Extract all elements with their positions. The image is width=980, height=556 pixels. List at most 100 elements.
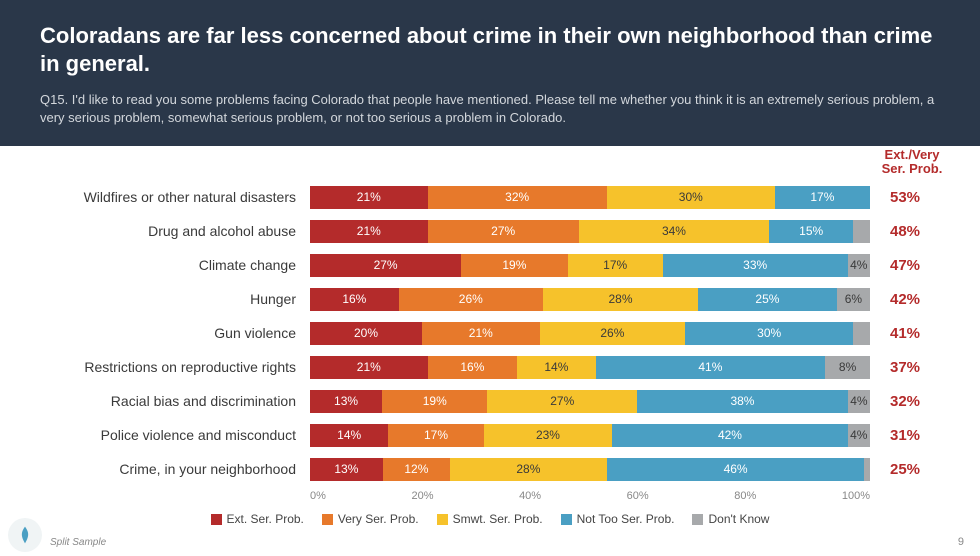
slide-title: Coloradans are far less concerned about … <box>40 22 940 77</box>
legend-item: Smwt. Ser. Prob. <box>437 512 543 526</box>
bar-segment-nottoo: 30% <box>685 322 853 345</box>
bar-segment-nottoo: 38% <box>637 390 848 413</box>
row-label: Drug and alcohol abuse <box>40 223 310 239</box>
bar-segment-ext: 21% <box>310 356 428 379</box>
legend-label: Don't Know <box>708 512 769 526</box>
legend-item: Not Too Ser. Prob. <box>561 512 675 526</box>
bar-segment-dk: 4% <box>848 424 870 447</box>
bar-segment-smwt: 26% <box>540 322 686 345</box>
row-label: Police violence and misconduct <box>40 427 310 443</box>
row-summary: 25% <box>870 461 940 478</box>
bar-segment-very: 32% <box>428 186 607 209</box>
chart-row: Racial bias and discrimination13%19%27%3… <box>40 384 940 418</box>
axis-tick: 80% <box>734 490 756 502</box>
bar-segment-ext: 13% <box>310 458 383 481</box>
bar-segment-nottoo: 25% <box>698 288 837 311</box>
legend-swatch <box>322 514 333 525</box>
bar-track: 16%26%28%25%6% <box>310 288 870 311</box>
chart-row: Climate change27%19%17%33%4%47% <box>40 248 940 282</box>
legend-label: Very Ser. Prob. <box>338 512 419 526</box>
bar-segment-dk: 4% <box>848 254 870 277</box>
bar-segment-nottoo: 15% <box>769 220 853 243</box>
legend-label: Smwt. Ser. Prob. <box>453 512 543 526</box>
bar-segment-nottoo: 46% <box>607 458 865 481</box>
chart-row: Wildfires or other natural disasters21%3… <box>40 180 940 214</box>
page-number: 9 <box>958 536 964 548</box>
legend: Ext. Ser. Prob. Very Ser. Prob. Smwt. Ser.… <box>40 512 940 526</box>
chart-row: Drug and alcohol abuse21%27%34%15%48% <box>40 214 940 248</box>
row-summary: 48% <box>870 223 940 240</box>
bar-segment-ext: 21% <box>310 220 428 243</box>
bar-segment-very: 16% <box>428 356 518 379</box>
bar-segment-nottoo: 41% <box>596 356 826 379</box>
bar-segment-ext: 20% <box>310 322 422 345</box>
bar-track: 13%19%27%38%4% <box>310 390 870 413</box>
legend-item: Don't Know <box>692 512 769 526</box>
axis-tick: 20% <box>411 490 433 502</box>
bar-segment-dk: 6% <box>837 288 870 311</box>
chart-row: Restrictions on reproductive rights21%16… <box>40 350 940 384</box>
bar-segment-dk <box>853 322 870 345</box>
bar-segment-nottoo: 33% <box>663 254 848 277</box>
bar-segment-ext: 27% <box>310 254 461 277</box>
bar-segment-very: 26% <box>399 288 543 311</box>
chart-row: Gun violence20%21%26%30% 41% <box>40 316 940 350</box>
bar-segment-nottoo: 17% <box>775 186 870 209</box>
row-summary: 42% <box>870 291 940 308</box>
bar-segment-smwt: 23% <box>484 424 613 447</box>
x-axis: 0% 20% 40% 60% 80% 100% <box>40 490 940 502</box>
legend-swatch <box>211 514 222 525</box>
bar-track: 21%27%34%15% <box>310 220 870 243</box>
bar-segment-ext: 16% <box>310 288 399 311</box>
bar-segment-nottoo: 42% <box>612 424 847 447</box>
legend-swatch <box>561 514 572 525</box>
row-summary: 47% <box>870 257 940 274</box>
chart-row: Crime, in your neighborhood13%12%28%46% 2… <box>40 452 940 486</box>
row-label: Hunger <box>40 291 310 307</box>
row-summary: 41% <box>870 325 940 342</box>
chart-row: Hunger16%26%28%25%6%42% <box>40 282 940 316</box>
bar-track: 14%17%23%42%4% <box>310 424 870 447</box>
summary-column-header: Ext./Very Ser. Prob. <box>872 148 952 177</box>
legend-label: Not Too Ser. Prob. <box>577 512 675 526</box>
bar-segment-very: 21% <box>422 322 540 345</box>
bar-segment-smwt: 17% <box>568 254 663 277</box>
bar-segment-very: 12% <box>383 458 450 481</box>
row-summary: 37% <box>870 359 940 376</box>
logo <box>8 518 42 552</box>
bar-segment-ext: 13% <box>310 390 382 413</box>
bar-track: 21%16%14%41%8% <box>310 356 870 379</box>
row-label: Gun violence <box>40 325 310 341</box>
bar-track: 21%32%30%17% <box>310 186 870 209</box>
bar-segment-very: 17% <box>388 424 483 447</box>
legend-swatch <box>692 514 703 525</box>
row-label: Crime, in your neighborhood <box>40 461 310 477</box>
bar-segment-smwt: 34% <box>579 220 769 243</box>
axis-tick: 60% <box>627 490 649 502</box>
row-label: Restrictions on reproductive rights <box>40 359 310 375</box>
axis-tick: 40% <box>519 490 541 502</box>
bar-segment-smwt: 30% <box>607 186 775 209</box>
row-summary: 31% <box>870 427 940 444</box>
bar-segment-dk <box>853 220 870 243</box>
chart-row: Police violence and misconduct14%17%23%4… <box>40 418 940 452</box>
chart-area: Ext./Very Ser. Prob. Wildfires or other … <box>0 146 980 526</box>
slide-subtitle: Q15. I'd like to read you some problems … <box>40 91 940 126</box>
row-label: Wildfires or other natural disasters <box>40 189 310 205</box>
legend-item: Very Ser. Prob. <box>322 512 419 526</box>
legend-label: Ext. Ser. Prob. <box>227 512 304 526</box>
axis-tick: 0% <box>310 490 326 502</box>
bar-segment-dk: 8% <box>825 356 870 379</box>
row-summary: 32% <box>870 393 940 410</box>
bar-segment-smwt: 14% <box>517 356 595 379</box>
header: Coloradans are far less concerned about … <box>0 0 980 146</box>
axis-tick: 100% <box>842 490 870 502</box>
bar-segment-smwt: 28% <box>450 458 607 481</box>
bar-track: 27%19%17%33%4% <box>310 254 870 277</box>
legend-swatch <box>437 514 448 525</box>
bar-segment-ext: 21% <box>310 186 428 209</box>
row-label: Climate change <box>40 257 310 273</box>
bar-segment-very: 19% <box>461 254 567 277</box>
chart-rows: Wildfires or other natural disasters21%3… <box>40 180 940 486</box>
footer-note: Split Sample <box>50 537 106 548</box>
